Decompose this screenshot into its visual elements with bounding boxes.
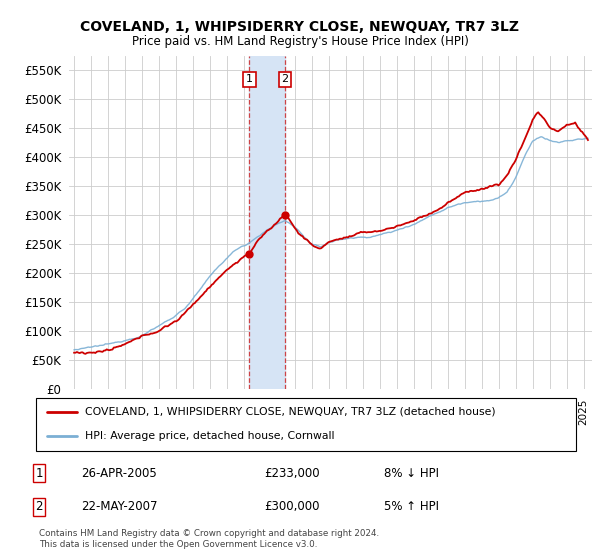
Text: HPI: Average price, detached house, Cornwall: HPI: Average price, detached house, Corn… — [85, 431, 334, 441]
Text: 26-APR-2005: 26-APR-2005 — [81, 466, 157, 480]
Text: 2: 2 — [281, 74, 289, 85]
Text: 5% ↑ HPI: 5% ↑ HPI — [384, 500, 439, 514]
FancyBboxPatch shape — [36, 398, 576, 451]
Bar — [250, 56, 285, 389]
Text: £233,000: £233,000 — [264, 466, 320, 480]
Text: 2: 2 — [35, 500, 43, 514]
Text: 1: 1 — [35, 466, 43, 480]
Text: COVELAND, 1, WHIPSIDERRY CLOSE, NEWQUAY, TR7 3LZ: COVELAND, 1, WHIPSIDERRY CLOSE, NEWQUAY,… — [80, 20, 520, 34]
Text: Price paid vs. HM Land Registry's House Price Index (HPI): Price paid vs. HM Land Registry's House … — [131, 35, 469, 48]
Text: £300,000: £300,000 — [264, 500, 320, 514]
Text: COVELAND, 1, WHIPSIDERRY CLOSE, NEWQUAY, TR7 3LZ (detached house): COVELAND, 1, WHIPSIDERRY CLOSE, NEWQUAY,… — [85, 407, 495, 417]
Text: 22-MAY-2007: 22-MAY-2007 — [81, 500, 157, 514]
Text: 8% ↓ HPI: 8% ↓ HPI — [384, 466, 439, 480]
Text: Contains HM Land Registry data © Crown copyright and database right 2024.
This d: Contains HM Land Registry data © Crown c… — [39, 529, 379, 549]
Text: 1: 1 — [246, 74, 253, 85]
